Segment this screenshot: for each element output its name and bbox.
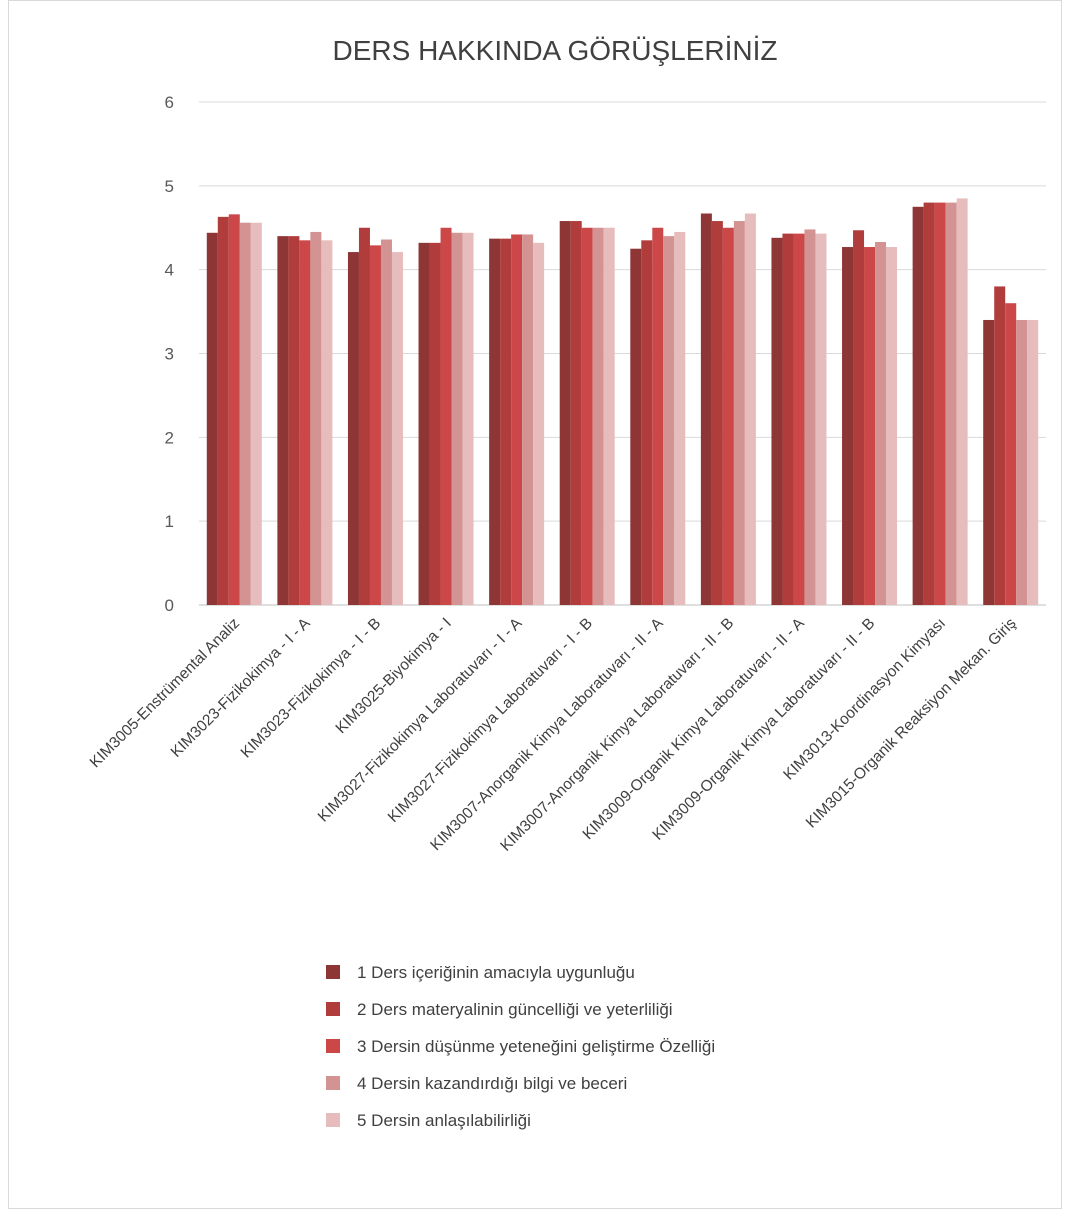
bar	[206, 232, 218, 605]
legend-swatch	[326, 1039, 340, 1053]
bar	[380, 239, 392, 605]
bar	[570, 221, 582, 605]
bar	[912, 206, 924, 605]
bar	[1027, 319, 1039, 605]
y-tick-label: 4	[165, 261, 174, 280]
bar	[310, 231, 322, 606]
legend-swatch	[326, 965, 340, 979]
bar	[842, 247, 854, 605]
bar	[228, 214, 240, 605]
bar	[369, 245, 381, 606]
bar	[522, 234, 534, 605]
legend-swatch	[326, 1076, 340, 1090]
bar	[418, 242, 430, 605]
legend-label: 2 Ders materyalinin güncelliği ve yeterl…	[357, 1000, 673, 1019]
bar	[663, 236, 675, 605]
y-axis: 0 1 2 3 4 5 6	[165, 93, 174, 615]
bar	[923, 202, 935, 605]
bar	[945, 202, 957, 605]
chart-title: DERS HAKKINDA GÖRÜŞLERİNİZ	[333, 35, 778, 66]
x-axis: KIM3005-Enstrümental AnalizKIM3023-Fizik…	[87, 614, 1020, 854]
bar	[358, 227, 370, 605]
bar	[782, 233, 794, 605]
gridlines	[199, 101, 1046, 606]
legend-label: 3 Dersin düşünme yeteneğini geliştirme Ö…	[357, 1037, 715, 1056]
y-tick-label: 2	[165, 428, 174, 447]
bar	[277, 236, 289, 605]
bar	[581, 227, 593, 605]
bar	[440, 227, 452, 605]
legend: 1 Ders içeriğinin amacıyla uygunluğu 2 De…	[326, 963, 715, 1130]
bar	[700, 213, 712, 605]
bar	[994, 286, 1006, 605]
bar	[983, 319, 995, 605]
bar	[630, 248, 642, 606]
bar	[250, 222, 262, 605]
bar	[875, 242, 887, 606]
bar	[744, 213, 756, 605]
y-tick-label: 3	[165, 345, 174, 364]
bar	[239, 222, 251, 605]
legend-label: 5 Dersin anlaşılabilirliği	[357, 1111, 531, 1130]
x-tick-label: KIM3023-Fizikokimya - I - B	[238, 615, 385, 762]
bar	[347, 252, 359, 606]
bar	[864, 247, 876, 605]
y-tick-label: 6	[165, 93, 174, 112]
bar	[489, 238, 501, 606]
bars	[206, 198, 1039, 606]
legend-swatch	[326, 1002, 340, 1016]
bar	[451, 232, 463, 605]
y-tick-label: 1	[165, 512, 174, 531]
bar	[288, 236, 300, 605]
bar	[429, 242, 441, 605]
x-tick-label: KIM3005-Enstrümental Analiz	[87, 615, 243, 771]
bar	[956, 198, 968, 606]
bar	[533, 242, 545, 605]
bar	[603, 227, 615, 605]
bar	[793, 233, 805, 605]
bar	[711, 221, 723, 605]
bar	[500, 238, 512, 606]
bar	[652, 227, 664, 605]
bar	[321, 240, 333, 605]
bar	[886, 247, 898, 605]
bar	[674, 231, 686, 606]
bar	[511, 234, 523, 605]
bar	[934, 202, 946, 605]
bar	[853, 230, 865, 605]
bar	[217, 216, 229, 605]
legend-label: 1 Ders içeriğinin amacıyla uygunluğu	[357, 963, 635, 982]
bar	[641, 240, 653, 605]
bar	[462, 232, 474, 605]
bar	[771, 237, 783, 605]
bar	[299, 240, 311, 605]
bar	[815, 233, 827, 605]
bar	[722, 227, 734, 605]
x-tick-label: KIM3025-Biyokimya - I	[333, 615, 455, 737]
legend-swatch	[326, 1113, 340, 1127]
bar	[559, 221, 571, 605]
bar	[733, 221, 745, 605]
bar	[804, 229, 816, 605]
legend-label: 4 Dersin kazandırdığı bilgi ve beceri	[357, 1074, 627, 1093]
bar	[592, 227, 604, 605]
y-tick-label: 5	[165, 177, 174, 196]
y-tick-label: 0	[165, 596, 174, 615]
bar	[1005, 303, 1017, 605]
x-tick-label: KIM3023-Fizikokimya - I - A	[168, 614, 314, 760]
bar	[1016, 319, 1028, 605]
bar	[391, 252, 403, 606]
